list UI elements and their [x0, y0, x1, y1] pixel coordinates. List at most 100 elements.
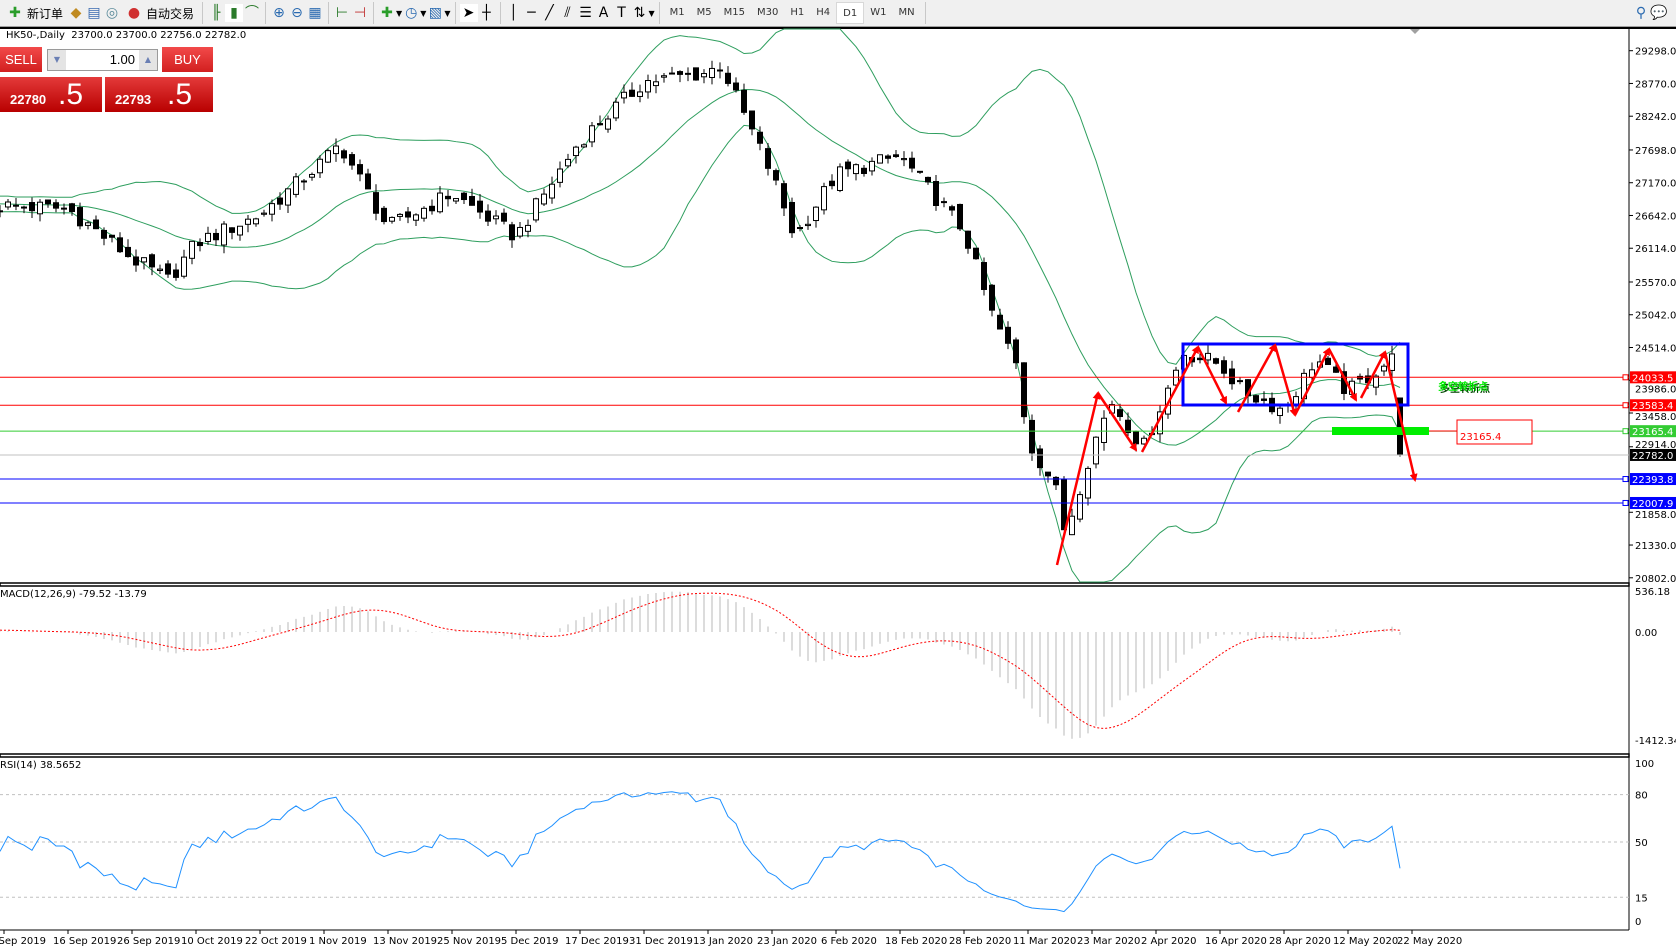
sell-price-main: 22780 — [10, 92, 47, 107]
red-arrow[interactable] — [1383, 351, 1418, 482]
candle-body — [693, 67, 699, 81]
dropdown-arrow-icon[interactable]: ▼ — [648, 8, 655, 18]
candle-body — [301, 180, 307, 183]
navigator-icon[interactable]: ▤ — [87, 5, 101, 21]
candle — [837, 163, 843, 193]
timeframe-mn[interactable]: MN — [898, 7, 915, 18]
fibonacci-icon[interactable]: ☰ — [579, 5, 592, 21]
candle-body — [677, 71, 683, 75]
dropdown-arrow-icon[interactable]: ▼ — [444, 8, 451, 18]
candle-body — [957, 203, 963, 230]
timeframe-h4[interactable]: H4 — [816, 7, 831, 18]
red-arrow[interactable] — [1096, 392, 1138, 452]
timeframe-m30[interactable]: M30 — [757, 7, 779, 18]
arrows-icon[interactable]: ⇅ — [633, 5, 646, 21]
sell-price-button[interactable]: 22780 .5 — [0, 77, 102, 112]
dropdown-arrow-icon[interactable]: ▼ — [420, 8, 427, 18]
timeframe-m1[interactable]: M1 — [669, 7, 685, 18]
trendline-icon[interactable]: ╱ — [545, 5, 554, 21]
indicators-icon[interactable]: ✚ — [381, 5, 393, 21]
auto-trading-button[interactable]: ● 自动交易 — [121, 2, 198, 25]
candle — [157, 264, 163, 275]
price-line-tag — [1630, 425, 1676, 438]
line-handle[interactable] — [1622, 499, 1629, 506]
red-arrow[interactable] — [1359, 350, 1387, 399]
cursor-icon[interactable]: ➤ — [459, 4, 478, 22]
date-axis-label: 10 Oct 2019 — [181, 936, 243, 947]
text-label-icon[interactable]: T — [617, 5, 626, 21]
lot-decrease-icon[interactable]: ▼ — [48, 50, 66, 70]
candle — [173, 263, 179, 281]
candle-body — [1389, 353, 1395, 371]
red-arrow[interactable] — [1140, 345, 1200, 453]
autoscroll-icon[interactable]: ⊣ — [353, 5, 367, 21]
candle — [13, 198, 19, 211]
candle — [605, 115, 611, 133]
red-arrow[interactable] — [1055, 391, 1101, 566]
candle — [645, 74, 651, 99]
bar-chart-icon[interactable]: ╟ — [211, 5, 221, 21]
candle — [613, 97, 619, 122]
line-handle[interactable] — [1622, 428, 1629, 435]
sell-button[interactable]: SELL — [0, 47, 42, 72]
chart-shift-marker[interactable] — [1410, 29, 1420, 34]
new-order-button[interactable]: ✚ 新订单 — [2, 2, 67, 25]
search-icon[interactable]: ⚲ — [1635, 5, 1647, 21]
line-handle[interactable] — [1622, 374, 1629, 381]
candle-body — [133, 256, 139, 266]
timeframe-m5[interactable]: M5 — [696, 7, 712, 18]
candle — [997, 308, 1003, 330]
pane-separator[interactable] — [0, 582, 1630, 587]
vertical-line-icon[interactable]: │ — [509, 5, 518, 21]
line-chart-icon[interactable]: ⌒ — [245, 5, 260, 21]
price-axis-label: 23458.0 — [1635, 412, 1676, 423]
candle — [877, 154, 883, 164]
dropdown-arrow-icon[interactable]: ▼ — [396, 8, 403, 18]
lot-increase-icon[interactable]: ▲ — [139, 50, 157, 70]
lot-size-stepper[interactable]: ▼ 1.00 ▲ — [47, 49, 158, 71]
crosshair-icon[interactable]: ┼ — [482, 5, 491, 21]
red-arrow[interactable] — [1273, 344, 1298, 417]
red-arrow[interactable] — [1196, 346, 1228, 405]
candle — [1357, 373, 1363, 383]
candle — [181, 249, 187, 279]
buy-button[interactable]: BUY — [162, 47, 213, 72]
candle — [45, 199, 51, 208]
level-label-box[interactable] — [1456, 419, 1533, 445]
line-handle[interactable] — [1622, 402, 1629, 409]
red-arrow[interactable] — [1327, 348, 1358, 402]
line-handle[interactable] — [1622, 476, 1629, 483]
candle — [197, 238, 203, 252]
candle — [557, 161, 563, 188]
zoom-in-icon[interactable]: ⊕ — [273, 5, 285, 21]
templates-icon[interactable]: ▧ — [428, 5, 442, 21]
text-icon[interactable]: A — [598, 5, 609, 21]
horizontal-line-icon[interactable]: ─ — [527, 5, 536, 21]
market-watch-icon[interactable]: ◆ — [70, 5, 82, 21]
chat-icon[interactable]: 💬 — [1650, 5, 1668, 21]
periods-icon[interactable]: ◷ — [405, 5, 418, 21]
buy-price-button[interactable]: 22793 .5 — [105, 77, 213, 112]
pane-separator[interactable] — [0, 753, 1630, 758]
zoom-out-icon[interactable]: ⊖ — [291, 5, 303, 21]
lot-size-input[interactable]: 1.00 — [109, 52, 135, 67]
red-arrow[interactable] — [1236, 343, 1277, 413]
candle — [901, 151, 907, 167]
timeframe-m15[interactable]: M15 — [723, 7, 746, 18]
tile-windows-icon[interactable]: ▦ — [308, 5, 322, 21]
candle-body — [165, 263, 171, 275]
rsi-title: RSI(14) 38.5652 — [0, 760, 81, 771]
level-bar[interactable] — [1332, 427, 1429, 435]
candlestick-icon[interactable]: ▮ — [225, 4, 244, 22]
timeframe-h1[interactable]: H1 — [790, 7, 805, 18]
candle-body — [245, 218, 251, 225]
signals-icon[interactable]: ◎ — [105, 5, 119, 21]
timeframe-d1[interactable]: D1 — [836, 2, 865, 24]
chart-shift-icon[interactable]: ⊢ — [335, 5, 349, 21]
candle-body — [1213, 358, 1219, 364]
timeframe-w1[interactable]: W1 — [870, 7, 887, 18]
red-arrow[interactable] — [1293, 347, 1331, 416]
equidistant-channel-icon[interactable]: ⫽ — [564, 5, 571, 21]
candle-body — [901, 158, 907, 161]
